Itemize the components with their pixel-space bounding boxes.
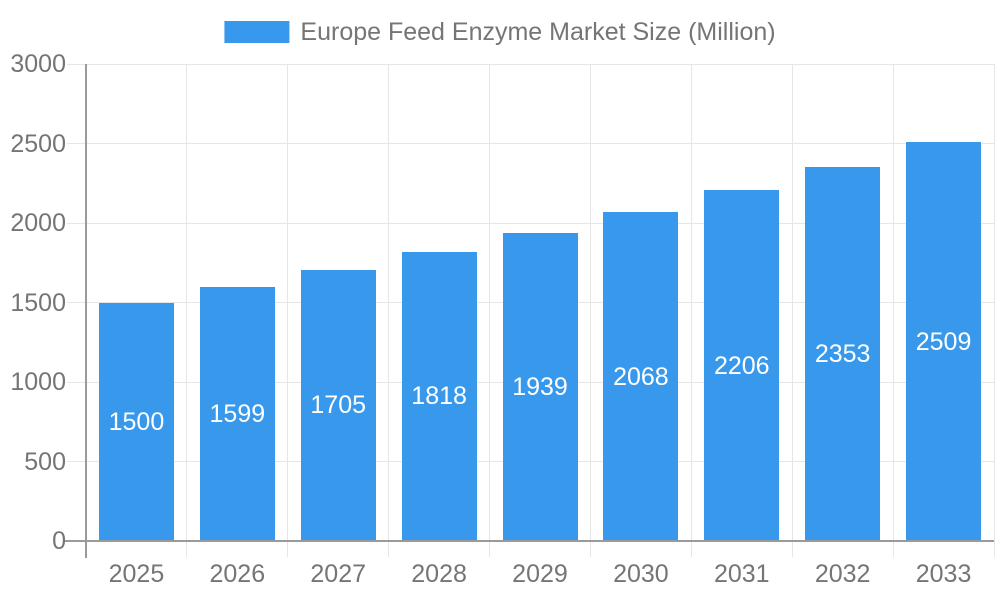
y-tick-label: 500 (24, 447, 66, 476)
gridline-vertical (186, 64, 188, 557)
x-tick-label: 2027 (310, 560, 367, 588)
x-tick-label: 2026 (209, 560, 266, 588)
x-tick-label: 2028 (411, 560, 467, 588)
gridline-vertical (993, 64, 995, 557)
gridline-vertical (388, 64, 390, 557)
y-axis-line (85, 64, 87, 558)
y-tick-label: 2000 (10, 209, 66, 237)
x-tick-label: 2030 (613, 560, 669, 588)
bar-value-label: 1939 (512, 372, 568, 401)
bar[interactable]: 2353 (805, 166, 881, 541)
bar[interactable]: 1599 (199, 286, 275, 541)
gridline-vertical (489, 64, 491, 557)
legend-label: Europe Feed Enzyme Market Size (Million) (300, 18, 776, 46)
gridline-horizontal (67, 63, 994, 65)
gridline-vertical (690, 64, 692, 557)
legend-swatch (224, 21, 290, 43)
bar[interactable]: 1939 (502, 232, 578, 541)
y-tick-label: 1000 (10, 368, 66, 396)
bar[interactable]: 2509 (906, 142, 982, 541)
bar[interactable]: 2068 (603, 212, 679, 541)
y-tick-label: 2500 (10, 129, 66, 158)
bar-value-label: 2353 (814, 339, 871, 368)
x-tick-label: 2032 (814, 560, 871, 588)
y-tick-label: 3000 (10, 50, 66, 78)
bar-value-label: 2509 (915, 327, 972, 356)
bar-value-label: 1818 (411, 382, 467, 411)
x-tick-label: 2033 (915, 560, 972, 588)
gridline-vertical (791, 64, 793, 557)
gridline-vertical (589, 64, 591, 557)
bar-value-label: 2068 (613, 362, 669, 391)
x-tick-label: 2031 (713, 560, 770, 588)
bar-value-label: 1599 (209, 399, 266, 428)
x-tick-label: 2029 (512, 560, 568, 588)
x-axis-line (65, 540, 994, 542)
gridline-horizontal (67, 222, 994, 224)
gridline-vertical (892, 64, 894, 557)
bar-value-label: 1500 (108, 407, 165, 436)
y-tick-label: 1500 (10, 288, 66, 317)
x-tick-label: 2025 (108, 560, 165, 588)
bar-value-label: 2206 (713, 351, 770, 380)
bar-value-label: 1705 (310, 391, 367, 420)
bar[interactable]: 1705 (300, 269, 376, 541)
gridline-horizontal (67, 143, 994, 144)
bar[interactable]: 2206 (704, 190, 780, 541)
y-tick-label: 0 (52, 527, 66, 555)
gridline-vertical (287, 64, 289, 557)
bar[interactable]: 1818 (401, 251, 477, 541)
legend[interactable]: Europe Feed Enzyme Market Size (Million) (224, 18, 776, 46)
bar[interactable]: 1500 (98, 302, 174, 541)
